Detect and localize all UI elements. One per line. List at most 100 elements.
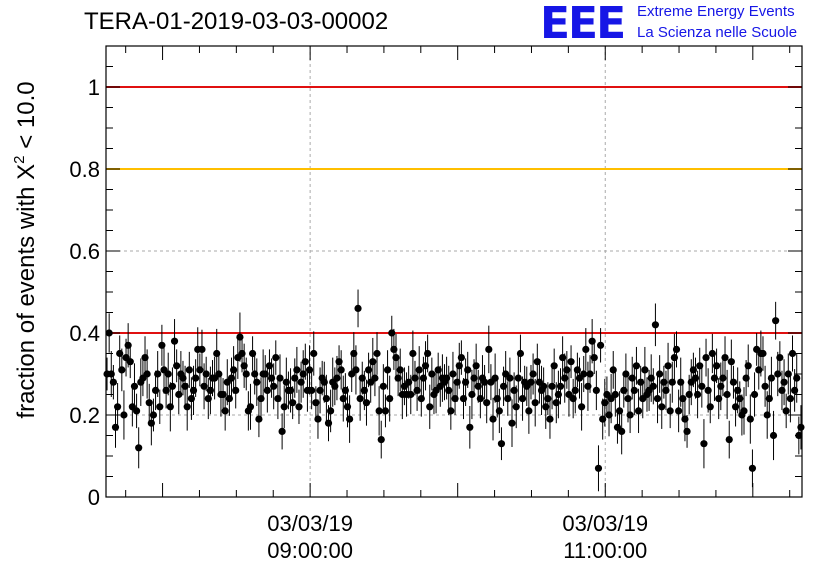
data-point xyxy=(561,374,569,382)
data-point xyxy=(111,423,120,431)
data-point xyxy=(649,382,657,390)
data-point xyxy=(759,349,767,358)
data-point xyxy=(230,366,238,374)
data-point xyxy=(407,390,415,399)
data-point xyxy=(232,386,240,394)
data-point xyxy=(206,386,214,394)
data-point xyxy=(736,395,744,403)
data-point xyxy=(696,362,704,370)
data-point xyxy=(308,386,316,394)
data-point xyxy=(483,399,491,407)
data-point xyxy=(721,354,729,362)
data-point xyxy=(443,374,451,382)
data-point xyxy=(778,386,786,394)
data-point xyxy=(554,390,563,399)
data-point xyxy=(578,403,586,411)
data-point xyxy=(286,386,295,394)
data-point xyxy=(742,374,750,382)
data-point xyxy=(784,370,792,378)
data-point xyxy=(215,370,223,378)
data-point xyxy=(599,415,607,423)
data-point xyxy=(512,403,520,411)
data-point xyxy=(413,386,421,394)
y-tick-label: 0 xyxy=(88,485,100,510)
data-point xyxy=(322,395,330,403)
data-point xyxy=(632,362,641,370)
data-point xyxy=(573,366,581,374)
data-point xyxy=(544,395,552,403)
data-point xyxy=(377,436,385,444)
data-point xyxy=(192,374,200,382)
data-point xyxy=(594,464,603,472)
data-point xyxy=(689,366,697,374)
data-point xyxy=(116,349,124,358)
data-point xyxy=(386,395,394,403)
data-point xyxy=(293,366,301,374)
data-point xyxy=(451,395,459,403)
data-point xyxy=(660,378,668,386)
data-point xyxy=(426,403,434,411)
data-point xyxy=(685,390,693,399)
data-point xyxy=(335,358,343,366)
data-point xyxy=(464,366,472,374)
data-point xyxy=(158,341,166,349)
data-point xyxy=(531,399,539,407)
data-point xyxy=(236,333,244,341)
data-point xyxy=(750,390,759,399)
data-point xyxy=(248,349,257,358)
data-point xyxy=(242,370,250,378)
data-point xyxy=(333,374,341,382)
data-point xyxy=(495,407,503,415)
data-point xyxy=(343,403,352,411)
data-point xyxy=(622,370,630,378)
data-point xyxy=(580,370,588,378)
data-point xyxy=(183,403,191,411)
x-tick-label-time: 09:00:00 xyxy=(267,538,353,563)
data-point xyxy=(620,386,628,394)
data-point xyxy=(421,362,430,370)
data-point xyxy=(548,382,556,390)
data-point xyxy=(179,374,187,382)
y-tick-label: 0.2 xyxy=(69,403,100,428)
data-point xyxy=(748,464,757,472)
data-point xyxy=(267,374,276,382)
data-point xyxy=(651,321,660,329)
data-point xyxy=(181,382,189,390)
data-point xyxy=(314,415,322,423)
data-point xyxy=(255,415,263,423)
data-point xyxy=(491,374,499,382)
y-tick-label: 1 xyxy=(88,75,100,100)
grid-lines xyxy=(106,46,802,497)
data-point xyxy=(253,378,261,386)
data-point xyxy=(316,386,324,394)
eee-logo: EEE xyxy=(540,0,626,49)
data-point xyxy=(221,407,229,415)
data-point xyxy=(704,386,712,394)
data-point xyxy=(485,345,493,353)
data-point xyxy=(118,366,126,374)
data-point xyxy=(662,386,670,394)
data-point xyxy=(200,382,208,390)
data-point xyxy=(154,370,162,378)
data-point xyxy=(388,329,396,337)
data-point xyxy=(672,345,681,353)
data-point xyxy=(449,370,457,378)
data-point xyxy=(341,386,349,394)
data-point xyxy=(474,382,482,390)
data-point xyxy=(571,386,579,394)
chart-title: TERA-01-2019-03-03-00002 xyxy=(84,8,389,35)
data-point xyxy=(219,390,227,399)
data-point xyxy=(320,378,328,386)
y-tick-labels: 0 0.2 0.4 0.6 0.8 1 xyxy=(69,75,100,510)
data-point xyxy=(120,411,128,419)
data-point xyxy=(618,427,626,435)
data-point xyxy=(683,427,691,435)
data-point xyxy=(727,358,735,366)
data-point xyxy=(109,378,117,386)
data-point xyxy=(698,382,706,390)
data-point xyxy=(383,366,392,374)
data-point xyxy=(734,386,742,394)
data-point xyxy=(151,386,160,394)
